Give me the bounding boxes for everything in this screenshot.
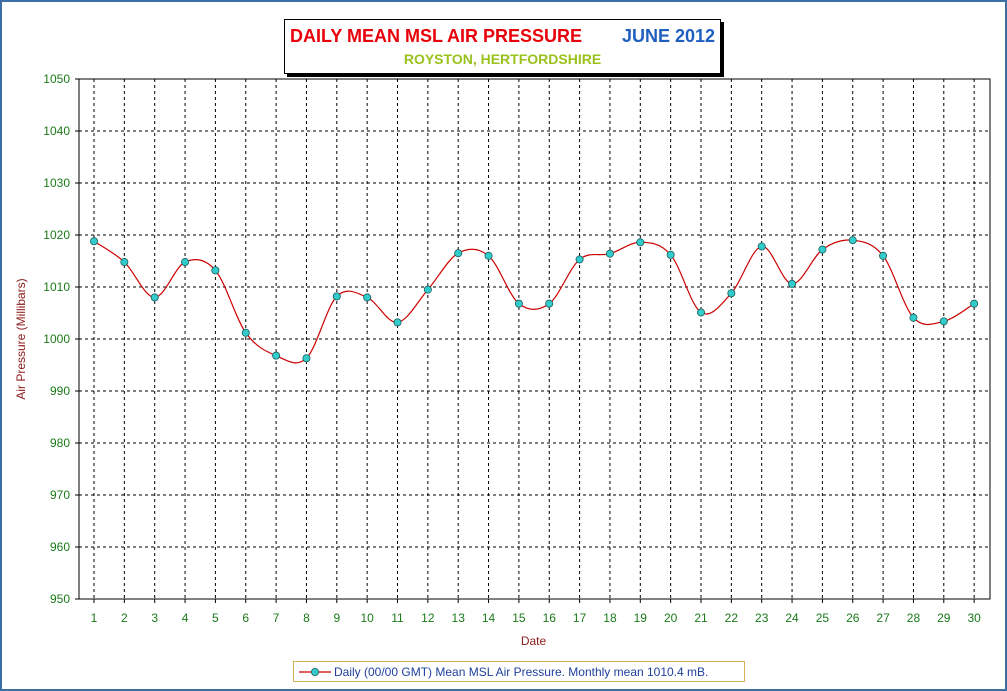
y-tick-label: 980 bbox=[50, 436, 70, 450]
x-tick-label: 3 bbox=[151, 611, 158, 625]
x-tick-label: 24 bbox=[785, 611, 799, 625]
x-tick-label: 14 bbox=[482, 611, 496, 625]
data-point bbox=[970, 299, 979, 308]
x-tick-label: 27 bbox=[876, 611, 890, 625]
data-point bbox=[211, 266, 220, 275]
y-tick-label: 1040 bbox=[43, 124, 70, 138]
data-point bbox=[181, 258, 190, 267]
data-point bbox=[788, 279, 797, 288]
data-point bbox=[90, 237, 99, 246]
x-tick-label: 2 bbox=[121, 611, 128, 625]
y-axis-title: Air Pressure (Millibars) bbox=[14, 278, 28, 399]
x-tick-label: 7 bbox=[273, 611, 280, 625]
data-point bbox=[575, 255, 584, 264]
x-tick-label: 30 bbox=[967, 611, 981, 625]
y-tick-label: 990 bbox=[50, 384, 70, 398]
x-tick-label: 26 bbox=[846, 611, 860, 625]
data-point bbox=[150, 293, 159, 302]
x-tick-label: 28 bbox=[907, 611, 921, 625]
x-tick-label: 19 bbox=[634, 611, 648, 625]
data-point bbox=[697, 308, 706, 317]
x-tick-label: 21 bbox=[694, 611, 708, 625]
data-point bbox=[848, 236, 857, 245]
x-tick-label: 1 bbox=[91, 611, 98, 625]
y-tick-label: 960 bbox=[50, 540, 70, 554]
x-tick-label: 10 bbox=[360, 611, 374, 625]
data-point bbox=[909, 313, 918, 322]
data-point bbox=[757, 242, 766, 251]
data-point bbox=[818, 245, 827, 254]
x-axis-title: Date bbox=[521, 634, 547, 648]
x-tick-label: 23 bbox=[755, 611, 769, 625]
x-tick-label: 13 bbox=[452, 611, 466, 625]
x-tick-label: 29 bbox=[937, 611, 951, 625]
y-tick-label: 1020 bbox=[43, 228, 70, 242]
chart-legend: Daily (00/00 GMT) Mean MSL Air Pressure.… bbox=[293, 661, 745, 682]
data-point bbox=[879, 251, 888, 260]
x-tick-label: 9 bbox=[333, 611, 340, 625]
data-point bbox=[363, 293, 372, 302]
data-point bbox=[727, 289, 736, 298]
data-point bbox=[302, 354, 311, 363]
x-tick-label: 4 bbox=[182, 611, 189, 625]
legend-label: Daily (00/00 GMT) Mean MSL Air Pressure.… bbox=[334, 665, 709, 679]
x-tick-label: 15 bbox=[512, 611, 526, 625]
x-tick-label: 18 bbox=[603, 611, 617, 625]
series-line bbox=[93, 239, 975, 364]
x-tick-label: 12 bbox=[421, 611, 435, 625]
data-point bbox=[605, 249, 614, 258]
data-point bbox=[120, 258, 129, 267]
y-tick-label: 950 bbox=[50, 592, 70, 606]
x-tick-label: 25 bbox=[816, 611, 830, 625]
x-tick-label: 6 bbox=[242, 611, 249, 625]
x-tick-label: 20 bbox=[664, 611, 678, 625]
y-tick-label: 1050 bbox=[43, 72, 70, 86]
y-tick-label: 1000 bbox=[43, 332, 70, 346]
data-point bbox=[636, 238, 645, 247]
data-point bbox=[241, 328, 250, 337]
data-point bbox=[272, 351, 281, 360]
x-tick-label: 22 bbox=[725, 611, 739, 625]
data-point bbox=[423, 285, 432, 294]
data-point bbox=[666, 250, 675, 259]
x-tick-label: 5 bbox=[212, 611, 219, 625]
data-point bbox=[514, 299, 523, 308]
y-tick-label: 970 bbox=[50, 488, 70, 502]
x-tick-label: 11 bbox=[391, 611, 404, 625]
x-tick-label: 8 bbox=[303, 611, 310, 625]
x-tick-label: 17 bbox=[573, 611, 587, 625]
chart-title-month: JUNE 2012 bbox=[621, 26, 715, 46]
data-point bbox=[545, 299, 554, 308]
chart-title: DAILY MEAN MSL AIR PRESSURE bbox=[290, 26, 583, 46]
chart-subtitle: ROYSTON, HERTFORDSHIRE bbox=[403, 51, 602, 67]
y-tick-label: 1030 bbox=[43, 176, 70, 190]
chart-title-box: DAILY MEAN MSL AIR PRESSURE JUNE 2012 RO… bbox=[284, 19, 721, 74]
x-tick-label: 16 bbox=[543, 611, 557, 625]
data-point bbox=[332, 292, 341, 301]
data-point bbox=[393, 318, 402, 327]
data-point bbox=[484, 251, 493, 260]
legend-swatch bbox=[299, 668, 331, 676]
data-point bbox=[454, 249, 463, 258]
data-point bbox=[939, 317, 948, 326]
y-tick-label: 1010 bbox=[43, 280, 70, 294]
